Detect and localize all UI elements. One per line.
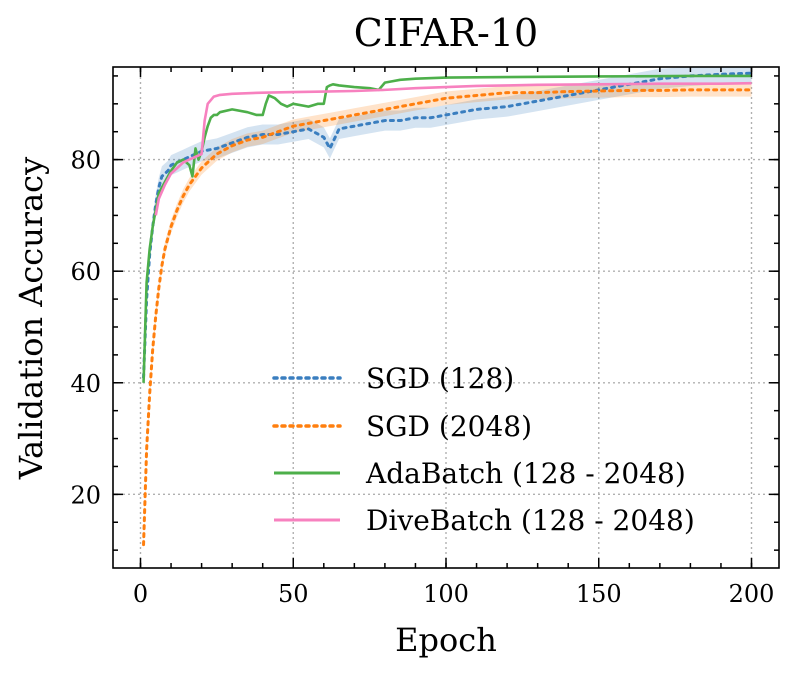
y-tick-label: 40 [70,370,101,398]
legend-label-adabatch: AdaBatch (128 - 2048) [365,457,686,490]
gridlines [113,67,779,568]
series-lines [142,71,754,547]
axis-ticks [113,67,779,568]
series-line-sgd2048 [142,88,754,547]
y-tick-label: 80 [70,147,101,175]
legend-label-sgd-128: SGD (128) [366,362,514,395]
x-tick-label: 150 [576,580,622,608]
x-axis-label: Epoch [395,621,497,659]
series-line-sgd128 [142,71,754,379]
chart-title: CIFAR-10 [354,11,538,55]
tick-labels: 0 50 100 150 200 20 40 60 80 [70,147,774,608]
y-tick-label: 60 [70,258,101,286]
legend: SGD (128) SGD (2048) AdaBatch (128 - 204… [272,362,695,537]
x-tick-label: 200 [729,580,775,608]
x-tick-label: 100 [423,580,469,608]
y-axis-label: Validation Accuracy [12,157,50,480]
x-tick-label: 50 [278,580,309,608]
legend-label-divebatch: DiveBatch (128 - 2048) [366,504,695,537]
series-line-adabatch [142,74,752,383]
y-tick-label: 20 [70,481,101,509]
x-tick-label: 0 [133,580,148,608]
legend-label-sgd-2048: SGD (2048) [366,410,532,443]
series-line-divebatch [154,81,752,216]
